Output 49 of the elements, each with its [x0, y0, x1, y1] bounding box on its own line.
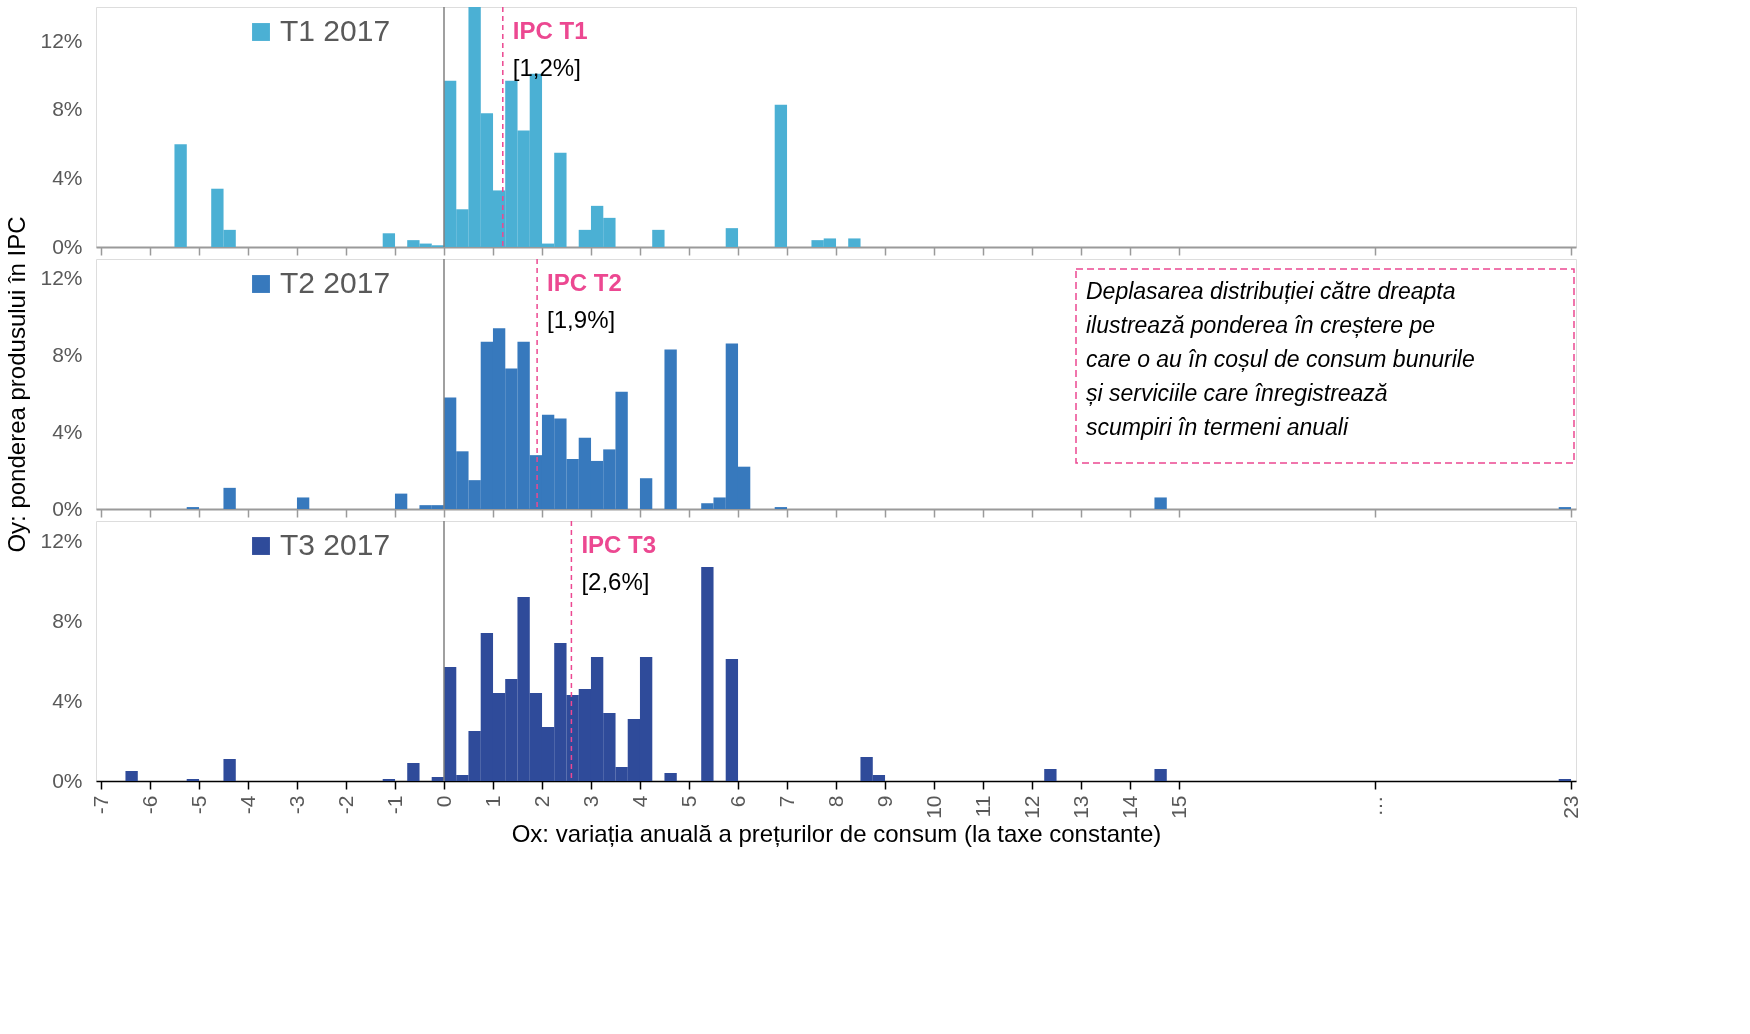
x-tick-label: 11 [970, 795, 994, 818]
y-tick-label: 12% [40, 528, 83, 552]
y-tick-label: 4% [52, 165, 83, 189]
ref-line-label: IPC T3 [581, 531, 657, 558]
x-tick-label: … [1362, 795, 1386, 817]
x-tick-label: 14 [1117, 795, 1141, 819]
x-tick-label: 13 [1068, 795, 1092, 819]
x-tick-label: 5 [676, 795, 700, 808]
x-tick-label: 10 [921, 795, 945, 819]
x-tick-label: 9 [872, 795, 896, 808]
y-tick-label: 0% [52, 234, 83, 258]
y-tick-label: 8% [52, 342, 83, 366]
x-tick-label: 1 [480, 795, 504, 808]
legend-label: T1 2017 [280, 14, 391, 47]
annotation: [1,2%] [512, 54, 581, 81]
annotation: Deplasarea distribuției către dreapta ilustrează ponderea în creștere pe care o au în coșul de consum bunurile și serviciile care înregistrează scumpiri în termeni anuali [1086, 278, 1475, 440]
y-tick-label: 0% [52, 768, 83, 792]
x-axis-title: Ox: variația anuală a prețurilor de consum (la taxe constante) [511, 819, 1162, 847]
y-tick-label: 0% [52, 496, 83, 520]
y-tick-label: 4% [52, 688, 83, 712]
y-tick-label: 4% [52, 419, 83, 443]
x-tick-label: 2 [529, 795, 553, 808]
y-tick-label: 8% [52, 97, 83, 121]
x-tick-label: -3 [284, 795, 308, 815]
x-tick-label: -6 [137, 795, 161, 815]
x-tick-label: 7 [774, 795, 798, 808]
y-axis-title: Oy: ponderea produsului în IPC [3, 216, 31, 553]
legend-label: T3 2017 [280, 528, 391, 561]
x-tick-label: 6 [725, 795, 749, 808]
x-tick-label: -5 [186, 795, 210, 815]
annotation: [1,9%] [547, 306, 616, 333]
x-tick-label: -1 [382, 795, 406, 815]
x-tick-label: -4 [235, 795, 259, 815]
x-tick-label: -2 [333, 795, 357, 815]
x-tick-label: 12 [1019, 795, 1043, 819]
y-tick-label: 12% [40, 265, 83, 289]
y-tick-label: 8% [52, 608, 83, 632]
x-tick-label: 4 [627, 795, 651, 808]
ref-line-label: IPC T2 [547, 269, 622, 296]
x-tick-label: -7 [88, 795, 112, 815]
x-tick-label: 3 [578, 795, 602, 808]
ref-line-label: IPC T1 [512, 17, 588, 44]
annotation: [2,6%] [581, 568, 650, 595]
legend-label: T2 2017 [280, 266, 391, 299]
x-tick-label: 15 [1166, 795, 1190, 819]
y-tick-label: 12% [40, 28, 83, 52]
x-tick-label: 8 [823, 795, 847, 808]
x-tick-label: 23 [1558, 795, 1582, 819]
x-tick-label: 0 [431, 795, 455, 808]
